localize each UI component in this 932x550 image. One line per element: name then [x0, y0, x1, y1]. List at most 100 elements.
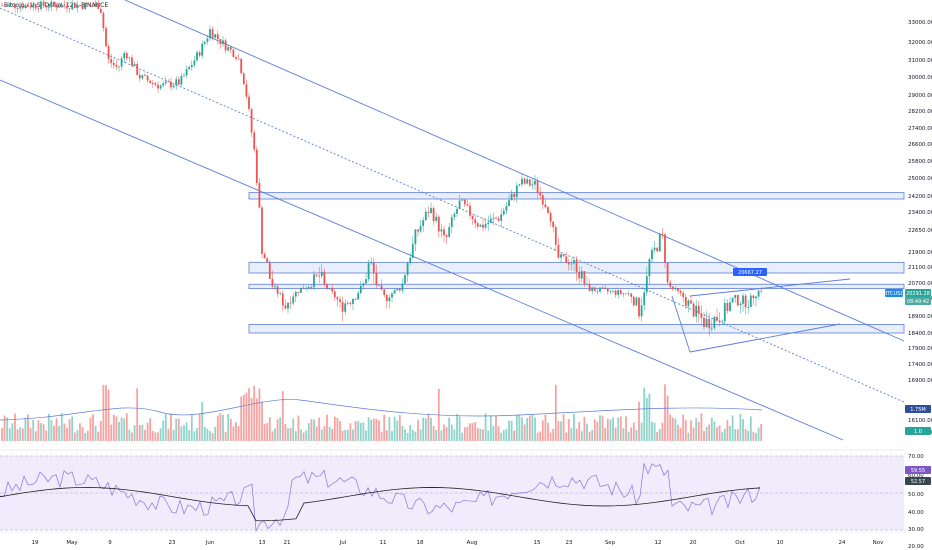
volume-bar-45 — [118, 421, 120, 441]
volume-bar-254 — [661, 422, 664, 441]
candle-body-261 — [679, 291, 682, 293]
volume-bar-262 — [682, 414, 685, 441]
volume-bar-46 — [120, 417, 123, 441]
volume-bar-16 — [42, 424, 45, 441]
volume-bar-192 — [500, 432, 503, 441]
volume-bar-91 — [237, 425, 240, 441]
volume-bar-89 — [232, 426, 235, 441]
candle-body-285 — [742, 295, 744, 304]
candle-body-124 — [323, 271, 326, 285]
candle-body-187 — [487, 222, 490, 225]
volume-bar-178 — [463, 427, 466, 441]
candle-body-220 — [573, 260, 575, 264]
volume-bar-17 — [45, 430, 48, 441]
candle-body-271 — [705, 318, 708, 327]
candle-body-241 — [627, 293, 630, 295]
candle-body-256 — [666, 262, 669, 283]
candle-body-14 — [37, 8, 40, 10]
candle-body-269 — [700, 313, 703, 318]
volume-bar-186 — [484, 413, 487, 441]
time-tick-label-1: May — [66, 540, 78, 546]
candle-body-182 — [474, 219, 477, 224]
volume-bar-221 — [575, 428, 578, 441]
volume-bar-75 — [196, 428, 198, 441]
volume-bar-32 — [84, 432, 87, 441]
candle-body-45 — [118, 66, 120, 68]
volume-bar-76 — [198, 413, 201, 441]
candle-body-230 — [599, 287, 601, 292]
volume-bar-196 — [510, 420, 513, 441]
candle-body-231 — [601, 287, 604, 289]
candle-body-42 — [110, 59, 113, 64]
candle-body-167 — [435, 216, 438, 221]
volume-bar-99 — [258, 388, 261, 441]
volume-bar-169 — [440, 430, 443, 441]
candle-body-148 — [385, 294, 388, 302]
volume-bar-210 — [547, 422, 549, 441]
volume-bar-164 — [427, 413, 430, 441]
candle-body-152 — [396, 288, 399, 291]
candle-body-35 — [92, 5, 94, 7]
candle-body-216 — [562, 254, 565, 257]
candle-body-254 — [661, 233, 664, 235]
volume-bar-131 — [341, 430, 344, 441]
trend-line-6 — [671, 295, 691, 353]
volume-bar-74 — [193, 431, 196, 441]
candle-body-276 — [718, 320, 721, 323]
candle-body-218 — [567, 262, 570, 265]
candle-body-206 — [536, 180, 539, 193]
volume-bar-24 — [63, 423, 66, 441]
volume-bar-166 — [432, 426, 435, 441]
candle-body-114 — [297, 291, 300, 293]
candle-body-263 — [684, 297, 687, 306]
rsi-tick-label-4: 30.00 — [908, 527, 924, 533]
volume-bar-83 — [216, 415, 219, 441]
volume-bar-127 — [331, 428, 334, 441]
candle-body-27 — [71, 3, 74, 10]
volume-bar-239 — [622, 428, 625, 441]
volume-bar-151 — [393, 416, 396, 441]
candle-body-57 — [149, 80, 152, 84]
volume-bar-79 — [206, 428, 209, 441]
price-tick-label-4: 29000.00 — [908, 93, 932, 99]
candle-body-166 — [432, 208, 435, 221]
volume-bar-88 — [229, 418, 232, 441]
volume-bar-87 — [227, 414, 230, 441]
candle-body-98 — [255, 149, 258, 184]
volume-bar-165 — [430, 417, 432, 441]
volume-bar-31 — [81, 427, 84, 441]
volume-bar-69 — [180, 426, 183, 441]
candle-body-90 — [235, 56, 237, 59]
countdown-tag: 08:49:42 — [907, 299, 929, 305]
candle-body-82 — [214, 34, 217, 38]
candle-body-255 — [664, 234, 666, 263]
candle-body-191 — [497, 218, 500, 221]
candle-body-175 — [456, 208, 458, 214]
volume-bar-292 — [760, 424, 763, 441]
volume-bar-60 — [157, 432, 159, 441]
volume-bar-47 — [123, 418, 126, 441]
candle-body-264 — [687, 300, 690, 306]
candle-body-9 — [24, 4, 27, 9]
candle-body-262 — [682, 292, 685, 298]
candle-body-55 — [144, 75, 146, 77]
volume-bar-20 — [53, 425, 55, 441]
candle-body-244 — [635, 297, 638, 306]
volume-bar-246 — [640, 422, 643, 441]
volume-bar-232 — [604, 428, 607, 441]
volume-bar-212 — [552, 428, 555, 441]
volume-bar-207 — [539, 431, 542, 441]
volume-bar-53 — [138, 425, 141, 441]
volume-bar-205 — [534, 417, 536, 441]
volume-bar-90 — [235, 422, 237, 441]
volume-bar-181 — [471, 423, 474, 441]
candle-body-213 — [554, 227, 557, 245]
volume-bar-112 — [292, 418, 295, 441]
volume-bar-0 — [1, 428, 3, 441]
candle-body-140 — [365, 279, 367, 284]
volume-bar-59 — [154, 432, 157, 441]
volume-bar-50 — [131, 432, 133, 441]
volume-bar-275 — [716, 427, 718, 441]
volume-bar-179 — [466, 426, 469, 441]
